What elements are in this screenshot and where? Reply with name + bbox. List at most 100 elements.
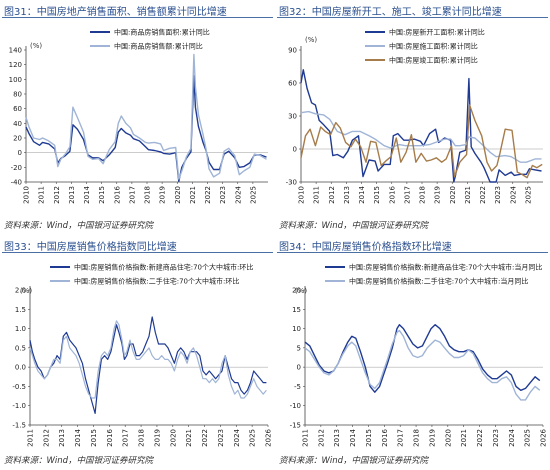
x-tick-label: 2025: [524, 186, 532, 204]
y-tick-label: 5: [297, 344, 301, 352]
y-tick-label: 100: [9, 76, 22, 84]
x-tick-label: 2025: [524, 429, 532, 447]
x-tick-label: 2021: [460, 429, 468, 447]
x-tick-label: 2021: [185, 429, 193, 447]
title-rule: [2, 252, 273, 253]
legend-label: 中国:房屋施工面积:累计同比: [389, 42, 478, 51]
legend-label: 中国:房屋新开工面积:累计同比: [389, 28, 485, 37]
x-tick-label: 2023: [492, 429, 500, 447]
series-line-1: [29, 316, 267, 414]
series-line-3: [300, 104, 543, 179]
y-tick-label: 0.5: [15, 344, 26, 352]
x-tick-label: 2017: [122, 429, 130, 447]
x-tick-label: 2024: [233, 428, 241, 446]
y-tick-label: -1.0: [12, 402, 26, 410]
y-tick-label: 1.0: [15, 325, 26, 333]
panel-title: 图34：中国房屋销售价格指数环比增速: [279, 242, 452, 253]
x-tick-label: 2011: [302, 429, 310, 447]
x-tick-label: 2016: [381, 428, 389, 446]
source-note: 资料来源：Wind，中国银河证券研究院: [279, 456, 429, 466]
x-tick-label: 2016: [106, 428, 114, 446]
x-tick-label: 2011: [38, 186, 46, 204]
x-tick-label: 2015: [90, 429, 98, 447]
y-tick-label: -5: [294, 383, 301, 391]
title-rule: [277, 252, 548, 253]
x-tick-label: 2012: [317, 429, 325, 447]
y-tick-label: 2.0: [15, 287, 26, 295]
x-tick-label: 2026: [265, 428, 273, 446]
x-tick-label: 2013: [343, 186, 351, 204]
title-rule: [277, 17, 548, 18]
x-tick-label: 2014: [74, 428, 82, 446]
x-tick-label: 2022: [479, 186, 487, 204]
x-tick-label: 2023: [217, 429, 225, 447]
y-unit-label: (%): [30, 42, 42, 50]
x-tick-label: 2024: [234, 185, 242, 203]
y-tick-label: 10: [292, 325, 301, 333]
y-tick-label: 90: [288, 47, 297, 55]
y-tick-label: 60: [288, 80, 297, 88]
x-tick-label: 2020: [449, 186, 457, 204]
x-tick-label: 2024: [508, 428, 516, 446]
x-tick-label: 2019: [159, 186, 167, 204]
x-tick-label: 2014: [349, 428, 357, 446]
y-tick-label: 0: [297, 364, 301, 372]
x-tick-label: 2016: [113, 185, 121, 203]
panel-title: 图32：中国房屋新开工、施工、竣工累计同比增速: [279, 7, 502, 18]
x-tick-label: 2010: [298, 186, 306, 204]
x-tick-label: 2010: [23, 186, 31, 204]
x-tick-label: 2022: [201, 429, 209, 447]
x-tick-label: 2021: [189, 186, 197, 204]
x-tick-label: 2023: [494, 186, 502, 204]
legend-label: 中国:房屋销售价格指数:新建商品住宅:70个大中城市:当月同比: [349, 263, 542, 272]
y-tick-label: -30: [286, 179, 297, 187]
legend-label: 中国:房屋销售价格指数:二手住宅:70个大中城市:当月同比: [349, 277, 528, 286]
legend-label: 中国:房屋销售价格指数:二手住宅:70个大中城市:环比: [74, 277, 239, 286]
x-tick-label: 2022: [476, 429, 484, 447]
y-tick-label: 0: [18, 149, 22, 157]
x-tick-label: 2017: [397, 429, 405, 447]
x-tick-label: 2013: [333, 429, 341, 447]
title-rule: [2, 17, 273, 18]
legend-label: 中国:商品房销售额:累计同比: [114, 42, 203, 51]
x-tick-label: 2011: [313, 186, 321, 204]
y-tick-label: -0.5: [12, 383, 26, 391]
y-tick-label: -40: [11, 179, 22, 187]
y-tick-label: 30: [288, 113, 297, 121]
x-tick-label: 2019: [434, 186, 442, 204]
x-tick-label: 2016: [388, 185, 396, 203]
x-tick-label: 2025: [249, 429, 257, 447]
legend-label: 中国:商品房销售面积:累计同比: [114, 28, 210, 37]
x-tick-label: 2013: [68, 186, 76, 204]
series-line-1: [25, 74, 267, 183]
x-tick-label: 2018: [419, 186, 427, 204]
y-tick-label: 60: [13, 105, 22, 113]
y-tick-label: 20: [292, 287, 301, 295]
y-tick-label: 1.5: [15, 306, 26, 314]
y-tick-label: 40: [13, 120, 22, 128]
y-unit-label: (%): [305, 36, 317, 44]
y-tick-label: 120: [9, 61, 22, 69]
x-tick-label: 2014: [83, 185, 91, 203]
x-tick-label: 2015: [98, 186, 106, 204]
panel-title: 图33：中国房屋销售价格指数同比增速: [4, 242, 177, 253]
y-unit-label: (%): [295, 287, 307, 295]
x-tick-label: 2012: [53, 186, 61, 204]
x-tick-label: 2020: [169, 429, 177, 447]
y-tick-label: 140: [9, 47, 22, 55]
x-tick-label: 2026: [540, 428, 548, 446]
x-tick-label: 2017: [403, 186, 411, 204]
y-tick-label: 20: [13, 135, 22, 143]
x-tick-label: 2023: [219, 186, 227, 204]
series-line-1: [300, 69, 542, 183]
x-tick-label: 2022: [204, 186, 212, 204]
x-tick-label: 2012: [328, 186, 336, 204]
y-tick-label: -1.5: [12, 422, 26, 430]
chart-panel-2: 图32：中国房屋新开工、施工、竣工累计同比增速 (%) 90 60 30 0 -30 201…: [275, 0, 550, 235]
legend-label: 中国:房屋竣工面积:累计同比: [389, 56, 478, 65]
x-tick-label: 2025: [249, 186, 257, 204]
x-tick-label: 2012: [42, 429, 50, 447]
series-line-2: [25, 53, 267, 180]
